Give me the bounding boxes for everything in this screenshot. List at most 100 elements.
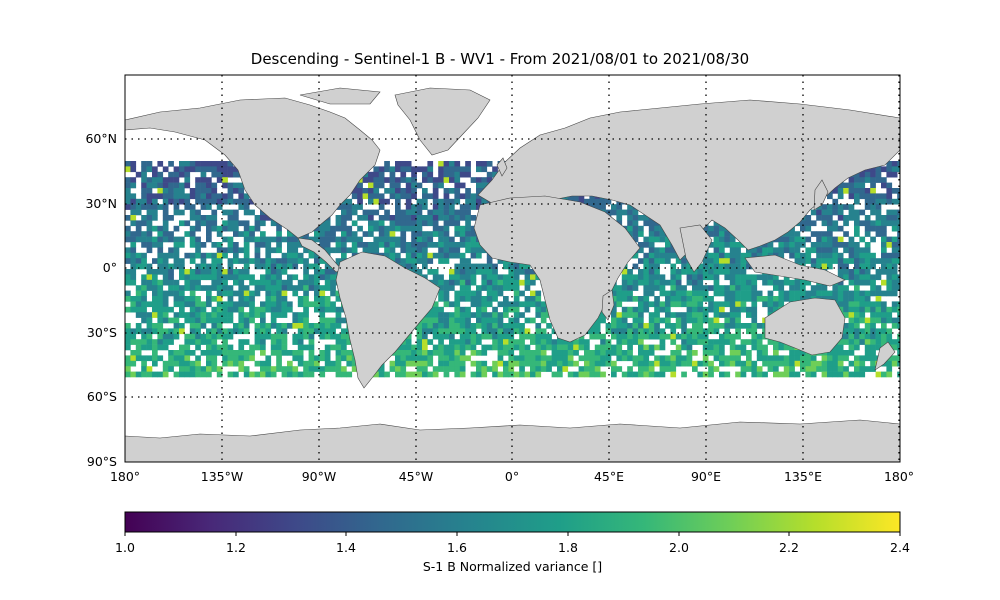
variance-cell [438,236,444,243]
variance-cell [508,339,515,345]
variance-cell [492,360,498,367]
variance-cell [659,355,666,362]
variance-cell [303,258,309,264]
variance-cell [524,269,531,275]
variance-cell [222,344,228,351]
variance-cell [864,366,871,372]
variance-cell [373,193,380,200]
variance-cell [384,166,390,173]
variance-cell [395,258,401,264]
variance-cell [130,263,137,270]
variance-cell [681,296,687,302]
variance-cell [281,371,288,378]
variance-cell [324,317,331,324]
variance-cell [324,323,331,329]
variance-cell [519,328,525,335]
variance-cell [503,371,509,378]
variance-cell [179,188,185,194]
variance-cell [708,252,714,259]
variance-cell [211,306,218,313]
variance-cell [848,296,855,302]
variance-cell [157,161,164,167]
variance-cell [724,296,731,302]
variance-cell [405,252,412,259]
variance-cell [411,209,417,216]
variance-cell [184,204,191,210]
variance-cell [135,371,142,378]
variance-cell [864,290,871,297]
variance-cell [864,188,871,194]
variance-cell [405,204,412,210]
variance-cell [508,263,515,270]
variance-cell [422,339,428,345]
variance-cell [432,177,439,183]
variance-cell [551,328,558,335]
variance-cell [211,161,218,167]
variance-cell [746,247,752,254]
variance-cell [222,360,228,367]
variance-cell [152,328,158,335]
variance-cell [422,323,428,329]
variance-cell [211,296,218,302]
variance-cell [146,198,153,205]
variance-cell [276,285,282,291]
variance-cell [465,198,471,205]
variance-cell [211,269,218,275]
variance-cell [438,177,444,183]
variance-cell [443,312,450,318]
variance-cell [162,220,169,227]
variance-cell [400,161,407,167]
variance-cell [492,339,498,345]
variance-cell [146,263,153,270]
variance-cell [200,193,207,200]
variance-cell [578,366,585,372]
variance-cell [130,204,137,210]
variance-cell [476,296,482,302]
variance-cell [438,171,444,178]
variance-cell [297,350,304,356]
variance-cell [870,339,876,345]
variance-cell [697,269,704,275]
variance-cell [125,279,131,286]
variance-cell [389,252,396,259]
variance-cell [254,360,261,367]
variance-cell [535,306,542,313]
variance-cell [897,215,900,221]
variance-cell [454,263,461,270]
lon-tick: 135°E [784,469,822,484]
variance-cell [648,290,655,297]
variance-cell [713,290,720,297]
variance-cell [589,333,596,340]
variance-cell [875,371,882,378]
variance-cell [870,204,876,210]
variance-cell [152,339,158,345]
variance-cell [584,344,590,351]
variance-cell [195,312,201,318]
variance-cell [837,193,844,200]
variance-cell [314,252,320,259]
variance-cell [405,215,412,221]
variance-cell [594,333,601,340]
variance-cell [708,242,714,248]
variance-cell [616,333,623,340]
variance-cell [389,360,396,367]
variance-cell [848,328,855,335]
variance-cell [670,323,677,329]
variance-cell [519,290,525,297]
variance-cell [216,193,223,200]
variance-cell [886,366,893,372]
variance-cell [735,269,741,275]
variance-cell [854,355,860,362]
variance-cell [821,355,828,362]
variance-cell [459,225,466,232]
variance-cell [875,225,882,232]
variance-cell [211,182,218,189]
variance-cell [854,188,860,194]
variance-cell [157,301,164,308]
variance-cell [675,317,682,324]
variance-cell [308,263,315,270]
variance-cell [200,371,207,378]
variance-cell [702,333,709,340]
variance-cell [594,323,601,329]
variance-cell [368,177,374,183]
